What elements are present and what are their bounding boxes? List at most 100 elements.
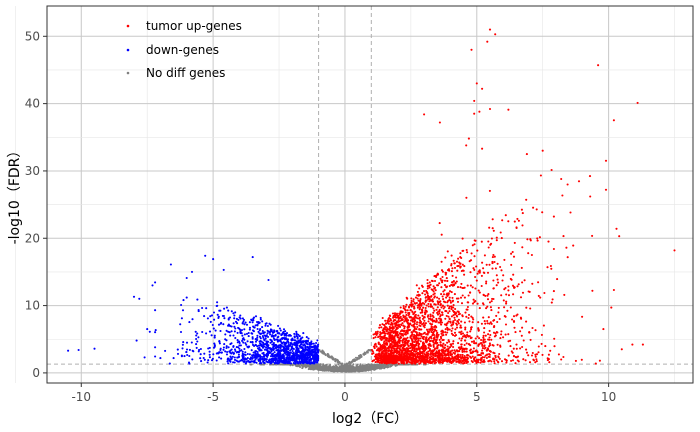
data-point-down-gene (227, 330, 230, 333)
data-point-up-gene (522, 339, 525, 342)
data-point-up-gene (453, 316, 456, 319)
data-point-up-gene (450, 329, 453, 332)
data-point-up-gene (502, 274, 505, 277)
data-point-down-gene (206, 361, 209, 364)
data-point-up-gene (388, 325, 391, 328)
data-point-up-gene (427, 314, 430, 317)
data-point-down-gene (246, 352, 249, 356)
data-point-up-gene (433, 309, 436, 312)
data-point-up-gene (393, 312, 397, 315)
data-point-down-gene (258, 346, 261, 349)
data-point-up-gene (415, 347, 418, 350)
data-point-up-gene (501, 219, 504, 222)
data-point-up-gene (406, 343, 409, 346)
data-point-up-gene (407, 345, 410, 348)
data-point-down-gene (159, 357, 162, 360)
data-point-down-gene (294, 352, 297, 355)
data-point-down-gene (282, 354, 285, 357)
data-point-down-gene (216, 301, 219, 304)
data-point-no-diff (362, 369, 365, 372)
data-point-no-diff (341, 369, 344, 372)
data-point-up-gene (460, 333, 463, 336)
data-point-up-gene (425, 304, 428, 307)
data-point-down-gene (276, 346, 279, 349)
data-point-up-gene (416, 297, 419, 300)
data-point-down-gene (316, 359, 319, 362)
data-point-down-gene (208, 350, 211, 353)
data-point-up-gene (380, 338, 383, 341)
data-point-up-gene (491, 256, 494, 259)
data-point-up-gene (467, 316, 470, 320)
data-point-up-gene (439, 277, 442, 280)
data-point-up-gene (402, 324, 405, 327)
data-point-up-gene (428, 300, 431, 303)
data-point-down-gene (154, 281, 157, 284)
data-point-down-gene (197, 350, 200, 353)
data-point-down-gene (280, 360, 283, 363)
data-point-down-gene (212, 258, 215, 261)
data-point-down-gene (285, 334, 288, 337)
data-point-down-gene (286, 354, 289, 357)
data-point-up-gene (395, 312, 399, 315)
data-point-up-gene (537, 294, 540, 297)
data-point-up-gene (486, 353, 489, 356)
data-point-down-gene (196, 340, 199, 343)
data-point-up-gene (492, 229, 495, 232)
data-point-up-gene (481, 261, 484, 264)
data-point-no-diff (330, 369, 333, 372)
data-point-up-gene (526, 238, 529, 241)
data-point-down-gene (296, 348, 299, 351)
data-point-up-gene (421, 323, 424, 326)
data-point-up-gene (443, 289, 446, 292)
data-point-up-gene (435, 308, 438, 311)
data-point-up-gene (401, 318, 404, 321)
data-point-down-gene (277, 362, 280, 365)
data-point-up-gene (403, 327, 406, 330)
data-point-up-gene (478, 291, 481, 294)
data-point-no-diff (365, 368, 368, 371)
data-point-up-gene (521, 326, 524, 329)
data-point-down-gene (259, 332, 262, 335)
data-point-down-gene (246, 345, 249, 348)
data-point-up-gene (382, 341, 385, 345)
data-point-no-diff (334, 369, 337, 372)
data-point-up-gene (472, 267, 475, 270)
data-point-down-gene (251, 337, 254, 340)
data-point-no-diff (313, 365, 316, 369)
data-point-down-gene (305, 336, 308, 339)
data-point-up-gene (454, 328, 457, 331)
data-point-down-gene (284, 358, 288, 362)
data-point-down-gene (220, 351, 223, 354)
data-point-down-gene (224, 350, 227, 353)
data-point-up-gene (461, 286, 464, 290)
data-point-down-gene (213, 342, 216, 345)
data-point-up-gene (412, 298, 415, 301)
data-point-down-gene (247, 331, 250, 335)
data-point-down-gene (241, 317, 244, 320)
data-point-up-gene (486, 271, 490, 274)
data-point-up-gene (530, 354, 534, 357)
data-point-up-gene (464, 328, 467, 331)
data-point-down-gene (237, 351, 240, 354)
data-point-down-gene (267, 359, 271, 362)
data-point-up-gene (463, 265, 466, 268)
data-point-up-gene (477, 354, 480, 357)
data-point-down-gene (190, 341, 193, 344)
data-point-up-gene (459, 252, 462, 255)
data-point-up-gene (432, 307, 435, 310)
data-point-down-gene (234, 336, 237, 340)
data-point-down-gene (225, 329, 228, 332)
data-point-up-gene (422, 358, 425, 361)
data-point-up-gene (472, 347, 475, 350)
data-point-down-gene (309, 359, 312, 362)
data-point-down-gene (201, 306, 204, 310)
data-point-down-gene (253, 361, 256, 364)
data-point-up-gene (448, 317, 451, 320)
data-point-up-gene (385, 326, 388, 329)
data-point-up-gene (424, 300, 427, 303)
data-point-up-gene (485, 356, 488, 360)
data-point-up-gene (472, 318, 475, 321)
data-point-down-gene (251, 336, 254, 339)
data-point-down-gene (207, 347, 210, 350)
data-point-down-gene (244, 321, 247, 324)
